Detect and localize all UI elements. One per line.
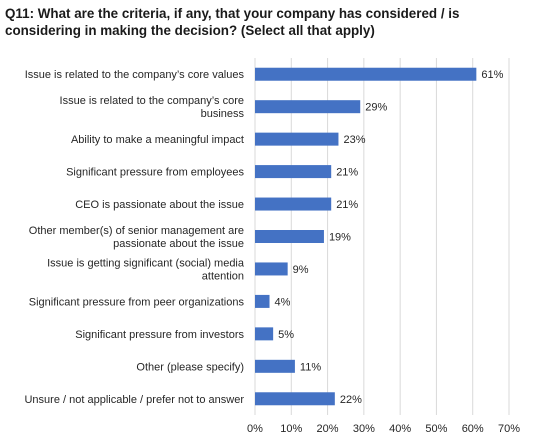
data-label: 23% bbox=[343, 134, 365, 146]
x-tick-label: 60% bbox=[462, 423, 484, 435]
x-tick-label: 50% bbox=[425, 423, 447, 435]
bar bbox=[255, 197, 332, 211]
data-label: 19% bbox=[329, 232, 351, 244]
category-label: CEO is passionate about the issue bbox=[75, 199, 244, 211]
category-label: Ability to make a meaningful impact bbox=[71, 134, 244, 146]
data-labels: 61% 29% 23% 21% 21% 19% 9% 4% 5% 11% 22% bbox=[275, 69, 504, 406]
category-labels: Issue is related to the company’s core v… bbox=[24, 69, 244, 406]
bar bbox=[255, 359, 295, 373]
x-tick-label: 0% bbox=[247, 423, 263, 435]
data-label: 9% bbox=[293, 264, 309, 276]
x-tick-label: 30% bbox=[353, 423, 375, 435]
bar bbox=[255, 100, 361, 114]
gridlines bbox=[254, 58, 510, 415]
bar bbox=[255, 327, 274, 341]
x-tick-label: 20% bbox=[317, 423, 339, 435]
data-label: 22% bbox=[340, 394, 362, 406]
chart-title: Q11: What are the criteria, if any, that… bbox=[5, 6, 460, 38]
bars bbox=[255, 67, 477, 406]
x-tick-label: 10% bbox=[280, 423, 302, 435]
x-tick-label: 70% bbox=[498, 423, 520, 435]
data-label: 21% bbox=[336, 167, 358, 179]
category-label: Significant pressure from employees bbox=[66, 167, 244, 179]
category-label: Issue is related to the company’s core v… bbox=[25, 69, 245, 81]
category-label: Other (please specify) bbox=[136, 361, 244, 373]
category-label: Unsure / not applicable / prefer not to … bbox=[24, 394, 244, 406]
category-label: Significant pressure from peer organizat… bbox=[29, 296, 245, 308]
bar bbox=[255, 392, 335, 406]
data-label: 5% bbox=[278, 329, 294, 341]
bar bbox=[255, 165, 332, 179]
data-label: 4% bbox=[275, 296, 291, 308]
category-label: Other member(s) of senior management are… bbox=[29, 225, 244, 250]
bar bbox=[255, 262, 288, 276]
bar bbox=[255, 230, 324, 243]
data-label: 11% bbox=[300, 361, 321, 373]
category-label: Issue is getting significant (social) me… bbox=[47, 257, 245, 282]
category-label: Issue is related to the company’s core bu… bbox=[60, 95, 245, 120]
x-axis-tick-labels: 0% 10% 20% 30% 40% 50% 60% 70% bbox=[247, 423, 520, 435]
data-label: 29% bbox=[365, 102, 387, 114]
data-label: 61% bbox=[481, 69, 503, 81]
x-tick-label: 40% bbox=[389, 423, 411, 435]
data-label: 21% bbox=[336, 199, 358, 211]
bar bbox=[255, 132, 339, 146]
bar bbox=[255, 67, 477, 81]
category-label: Significant pressure from investors bbox=[75, 329, 244, 341]
bar bbox=[255, 294, 270, 308]
